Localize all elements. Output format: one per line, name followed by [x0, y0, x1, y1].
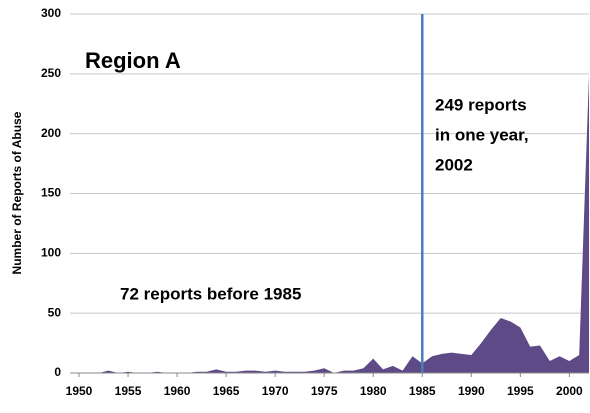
y-tick-label: 0 — [54, 365, 61, 379]
annotation: 2002 — [435, 155, 473, 174]
y-tick-label: 100 — [41, 246, 61, 260]
x-tick-label: 1995 — [507, 384, 534, 398]
annotation: 249 reports — [435, 95, 527, 114]
y-tick-label: 250 — [41, 66, 61, 80]
x-tick-label: 1960 — [164, 384, 191, 398]
area — [79, 75, 589, 373]
y-tick-label: 50 — [48, 305, 62, 319]
x-tick-label: 1970 — [262, 384, 289, 398]
x-tick-label: 1990 — [458, 384, 485, 398]
y-tick-label: 150 — [41, 186, 61, 200]
annotation: in one year, — [435, 125, 529, 144]
y-tick-label: 200 — [41, 126, 61, 140]
x-tick-label: 1965 — [213, 384, 240, 398]
x-tick-label: 1980 — [360, 384, 387, 398]
annotation: Region A — [85, 48, 181, 73]
x-tick-label: 1950 — [66, 384, 93, 398]
y-axis-title: Number of Reports of Abuse — [10, 111, 24, 274]
x-tick-label: 2000 — [556, 384, 583, 398]
annotation: 72 reports before 1985 — [120, 284, 301, 303]
y-tick-label: 300 — [41, 6, 61, 20]
x-tick-label: 1985 — [409, 384, 436, 398]
x-tick-label: 1955 — [115, 384, 142, 398]
x-tick-label: 1975 — [311, 384, 338, 398]
